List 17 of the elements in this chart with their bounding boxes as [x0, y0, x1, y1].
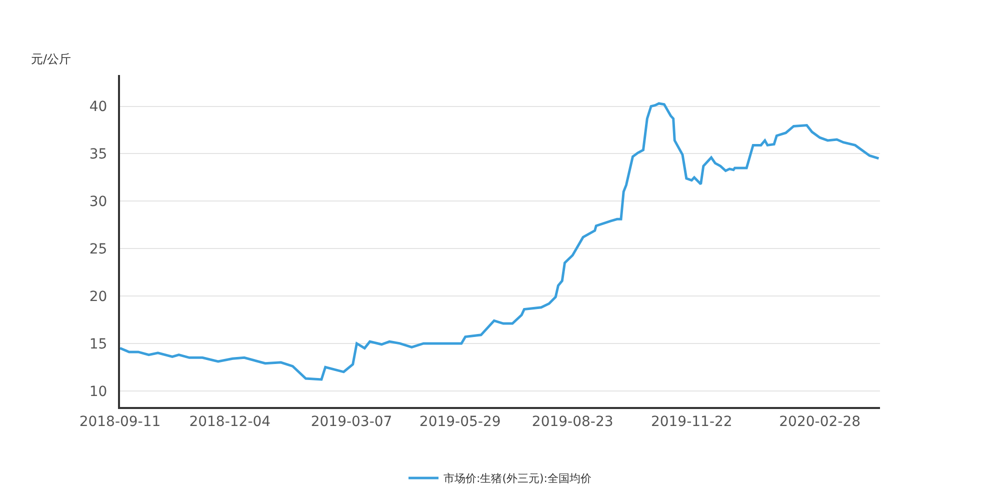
x-tick-label: 2019-03-07 [310, 414, 392, 430]
x-tick-label: 2020-02-28 [779, 414, 861, 430]
x-tick-label: 2018-09-11 [79, 414, 161, 430]
y-tick-label: 30 [89, 194, 108, 210]
y-axis-title: 元/公斤 [31, 52, 72, 66]
y-tick-label: 35 [89, 146, 108, 163]
x-tick-label: 2019-11-22 [650, 414, 732, 430]
y-tick-label: 40 [89, 99, 108, 116]
x-tick-label: 2019-05-29 [419, 414, 501, 430]
x-tick-label: 2018-12-04 [189, 414, 271, 430]
y-tick-label: 25 [89, 241, 108, 258]
y-tick-label: 15 [89, 336, 108, 352]
legend-label: 市场价:生猪(外三元):全国均价 [444, 472, 592, 486]
y-tick-label: 20 [89, 288, 108, 305]
x-tick-label: 2019-08-23 [532, 414, 614, 430]
line-series [120, 102, 880, 381]
y-tick-label: 10 [89, 384, 108, 400]
